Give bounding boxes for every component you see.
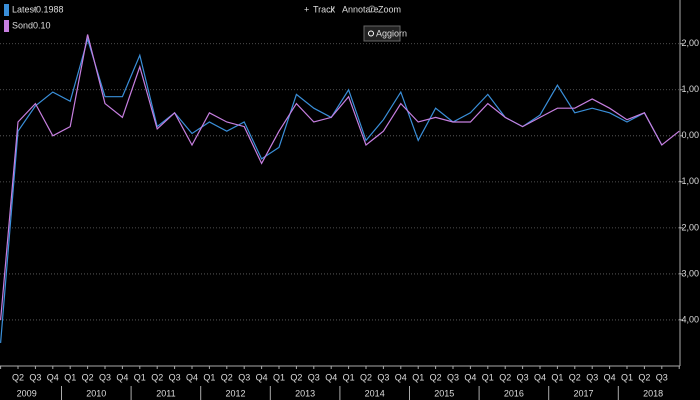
x-tick-label: Q1: [412, 372, 424, 382]
y-tick-label: -1,00: [678, 176, 699, 186]
refresh-icon: [368, 30, 374, 37]
x-tick-label: Q1: [621, 372, 633, 382]
year-label: 2010: [86, 388, 106, 398]
x-tick-label: Q4: [534, 372, 546, 382]
year-label: 2011: [156, 388, 175, 398]
x-tick-label: Q3: [586, 372, 598, 382]
x-tick-label: Q2: [12, 372, 24, 382]
legend-swatch: [4, 4, 9, 16]
x-tick-label: Q1: [134, 372, 146, 382]
x-tick-label: Q3: [447, 372, 459, 382]
x-tick-label: Q3: [238, 372, 250, 382]
y-tick-label: -2,00: [678, 222, 699, 232]
year-label: 2009: [17, 388, 37, 398]
x-tick-label: Q1: [64, 372, 76, 382]
legend-name: Latest: [12, 4, 37, 14]
y-tick-label: -3,00: [678, 268, 699, 278]
series-line: [0, 34, 680, 321]
x-tick-label: Q3: [656, 372, 668, 382]
annotate-icon: ⁄: [330, 4, 335, 14]
x-tick-label: Q4: [395, 372, 407, 382]
track-icon: +: [304, 4, 309, 14]
x-tick-label: Q1: [343, 372, 355, 382]
x-tick-label: Q2: [290, 372, 302, 382]
x-tick-label: Q4: [325, 372, 337, 382]
y-tick-label: 0,00: [681, 130, 699, 140]
x-tick-label: Q2: [360, 372, 372, 382]
year-label: 2018: [643, 388, 663, 398]
x-tick-label: Q3: [517, 372, 529, 382]
x-tick-label: Q4: [116, 372, 128, 382]
y-tick-label: 1,00: [681, 84, 699, 94]
x-tick-label: Q2: [430, 372, 442, 382]
x-tick-label: Q4: [256, 372, 268, 382]
year-label: 2013: [295, 388, 315, 398]
x-tick-label: Q4: [186, 372, 198, 382]
x-tick-label: Q1: [203, 372, 215, 382]
y-tick-label: 2,00: [681, 38, 699, 48]
legend-name: Sond: [12, 20, 33, 30]
refresh-button[interactable]: [363, 25, 401, 42]
y-tick-label: -4,00: [678, 314, 699, 324]
year-label: 2016: [504, 388, 524, 398]
x-tick-label: Q3: [99, 372, 111, 382]
x-tick-label: Q3: [377, 372, 389, 382]
x-tick-label: Q2: [221, 372, 233, 382]
x-tick-label: Q3: [29, 372, 41, 382]
x-tick-label: Q4: [47, 372, 59, 382]
year-label: 2017: [573, 388, 593, 398]
legend-value: 0.10: [33, 20, 51, 30]
x-tick-label: Q1: [551, 372, 563, 382]
x-tick-label: Q1: [482, 372, 494, 382]
x-tick-label: Q2: [638, 372, 650, 382]
x-tick-label: Q4: [604, 372, 616, 382]
x-tick-label: Q2: [151, 372, 163, 382]
x-tick-label: Q2: [82, 372, 94, 382]
toolbar-item[interactable]: Zoom: [378, 4, 401, 14]
x-tick-label: Q4: [464, 372, 476, 382]
x-tick-label: Q2: [569, 372, 581, 382]
toolbar: + Track ⁄ Annotare Zoom Aggiorn: [304, 4, 407, 42]
x-tick-label: Q3: [308, 372, 320, 382]
x-tick-label: Q3: [169, 372, 181, 382]
toolbar-item[interactable]: Track: [313, 4, 336, 14]
legend-swatch: [4, 20, 9, 32]
year-label: 2014: [365, 388, 385, 398]
toolbar-item[interactable]: Annotare: [342, 4, 379, 14]
legend-value: -0.1988: [33, 4, 64, 14]
year-label: 2012: [225, 388, 245, 398]
x-tick-label: Q2: [499, 372, 511, 382]
zoom-icon: [368, 5, 376, 13]
x-tick-label: Q1: [273, 372, 285, 382]
year-label: 2015: [434, 388, 454, 398]
button-label[interactable]: Aggiorn: [376, 28, 407, 38]
